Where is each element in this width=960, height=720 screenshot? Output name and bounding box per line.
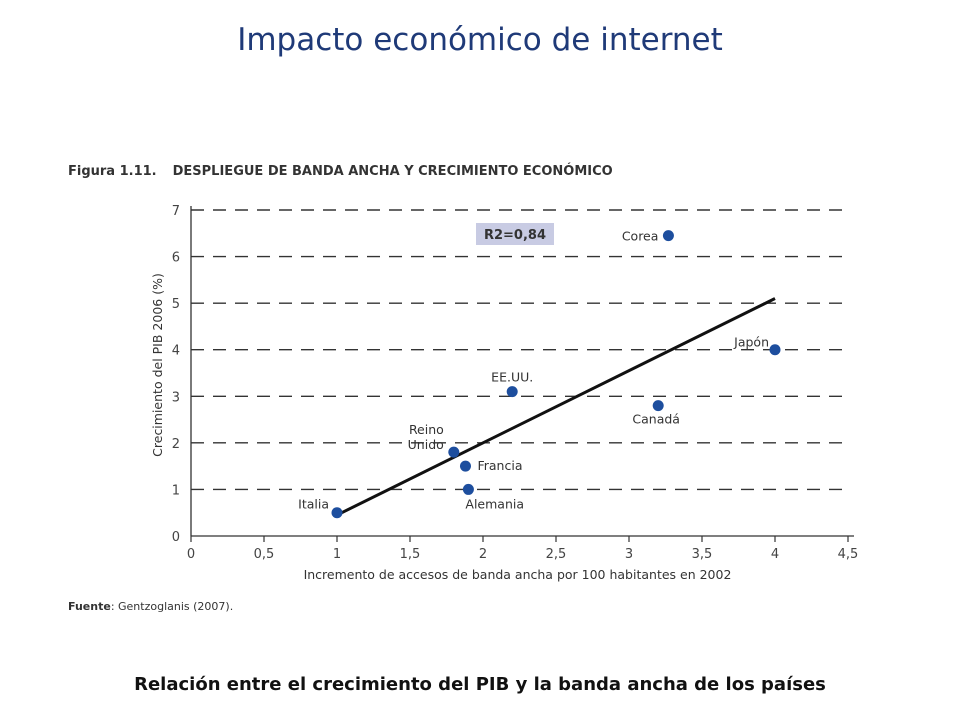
data-point xyxy=(662,230,674,242)
chart-trendline-group xyxy=(336,297,776,517)
slide-caption: Relación entre el crecimiento del PIB y … xyxy=(134,674,826,695)
point-label: Italia xyxy=(298,497,329,512)
data-point xyxy=(331,507,343,519)
x-axis-title: Incremento de accesos de banda ancha por… xyxy=(304,567,732,582)
x-tick-label: 2 xyxy=(479,547,487,562)
x-tick-label: 1,5 xyxy=(400,547,421,562)
x-tick-label: 2,5 xyxy=(546,547,567,562)
figure-number: Figura 1.11. xyxy=(68,164,157,179)
data-point xyxy=(459,460,471,472)
source-note: Fuente: Gentzoglanis (2007). xyxy=(68,600,233,613)
point-label: Alemania xyxy=(465,496,524,511)
y-tick-label: 7 xyxy=(172,204,180,219)
point-label: Corea xyxy=(622,229,659,244)
point-label: Japón xyxy=(733,335,769,350)
point-label: Canadá xyxy=(632,412,680,427)
data-point xyxy=(769,344,781,356)
chart-points: Italia Reino Unido Francia Alemania EE.UU. Can… xyxy=(298,229,781,519)
data-point xyxy=(462,483,474,495)
r2-annotation-box xyxy=(476,223,554,245)
y-tick-label: 3 xyxy=(172,390,180,405)
x-tick-label: 4 xyxy=(771,547,779,562)
x-tick-label: 0,5 xyxy=(254,547,275,562)
source-label: Fuente xyxy=(68,600,111,613)
point-label: Francia xyxy=(477,458,522,473)
y-tick-label: 1 xyxy=(172,483,180,498)
x-tick-label: 4,5 xyxy=(838,547,859,562)
data-point xyxy=(652,400,664,412)
y-axis-title: Crecimiento del PIB 2006 (%) xyxy=(150,273,165,457)
point-label: Reino Unido xyxy=(408,422,444,452)
data-point xyxy=(506,386,518,398)
x-tick-label: 0 xyxy=(187,547,195,562)
y-tick-label: 6 xyxy=(172,251,180,266)
figure-title: DESPLIEGUE DE BANDA ANCHA Y CRECIMIENTO … xyxy=(172,164,613,179)
source-text: : Gentzoglanis (2007). xyxy=(110,600,234,613)
chart-annotations: R2=0,84 xyxy=(476,223,554,245)
x-tick-label: 3,5 xyxy=(692,547,713,562)
y-tick-label: 4 xyxy=(172,344,180,359)
trendline xyxy=(336,297,776,517)
x-tick-label: 1 xyxy=(333,547,341,562)
y-tick-label: 5 xyxy=(172,297,180,312)
y-tick-label: 2 xyxy=(172,437,180,452)
slide-title: Impacto económico de internet xyxy=(237,22,723,58)
point-label: EE.UU. xyxy=(491,370,533,385)
data-point xyxy=(448,446,460,458)
y-tick-label: 0 xyxy=(172,530,180,545)
r2-annotation: R2=0,84 xyxy=(484,228,546,243)
figure-header: Figura 1.11. DESPLIEGUE DE BANDA ANCHA Y … xyxy=(68,164,613,179)
chart-axes: 0 1 2 3 4 5 6 7 0 0,5 1 1,5 2 2,5 3 3,5 4 4,5 Incremento d… xyxy=(150,204,858,582)
x-tick-label: 3 xyxy=(625,547,633,562)
